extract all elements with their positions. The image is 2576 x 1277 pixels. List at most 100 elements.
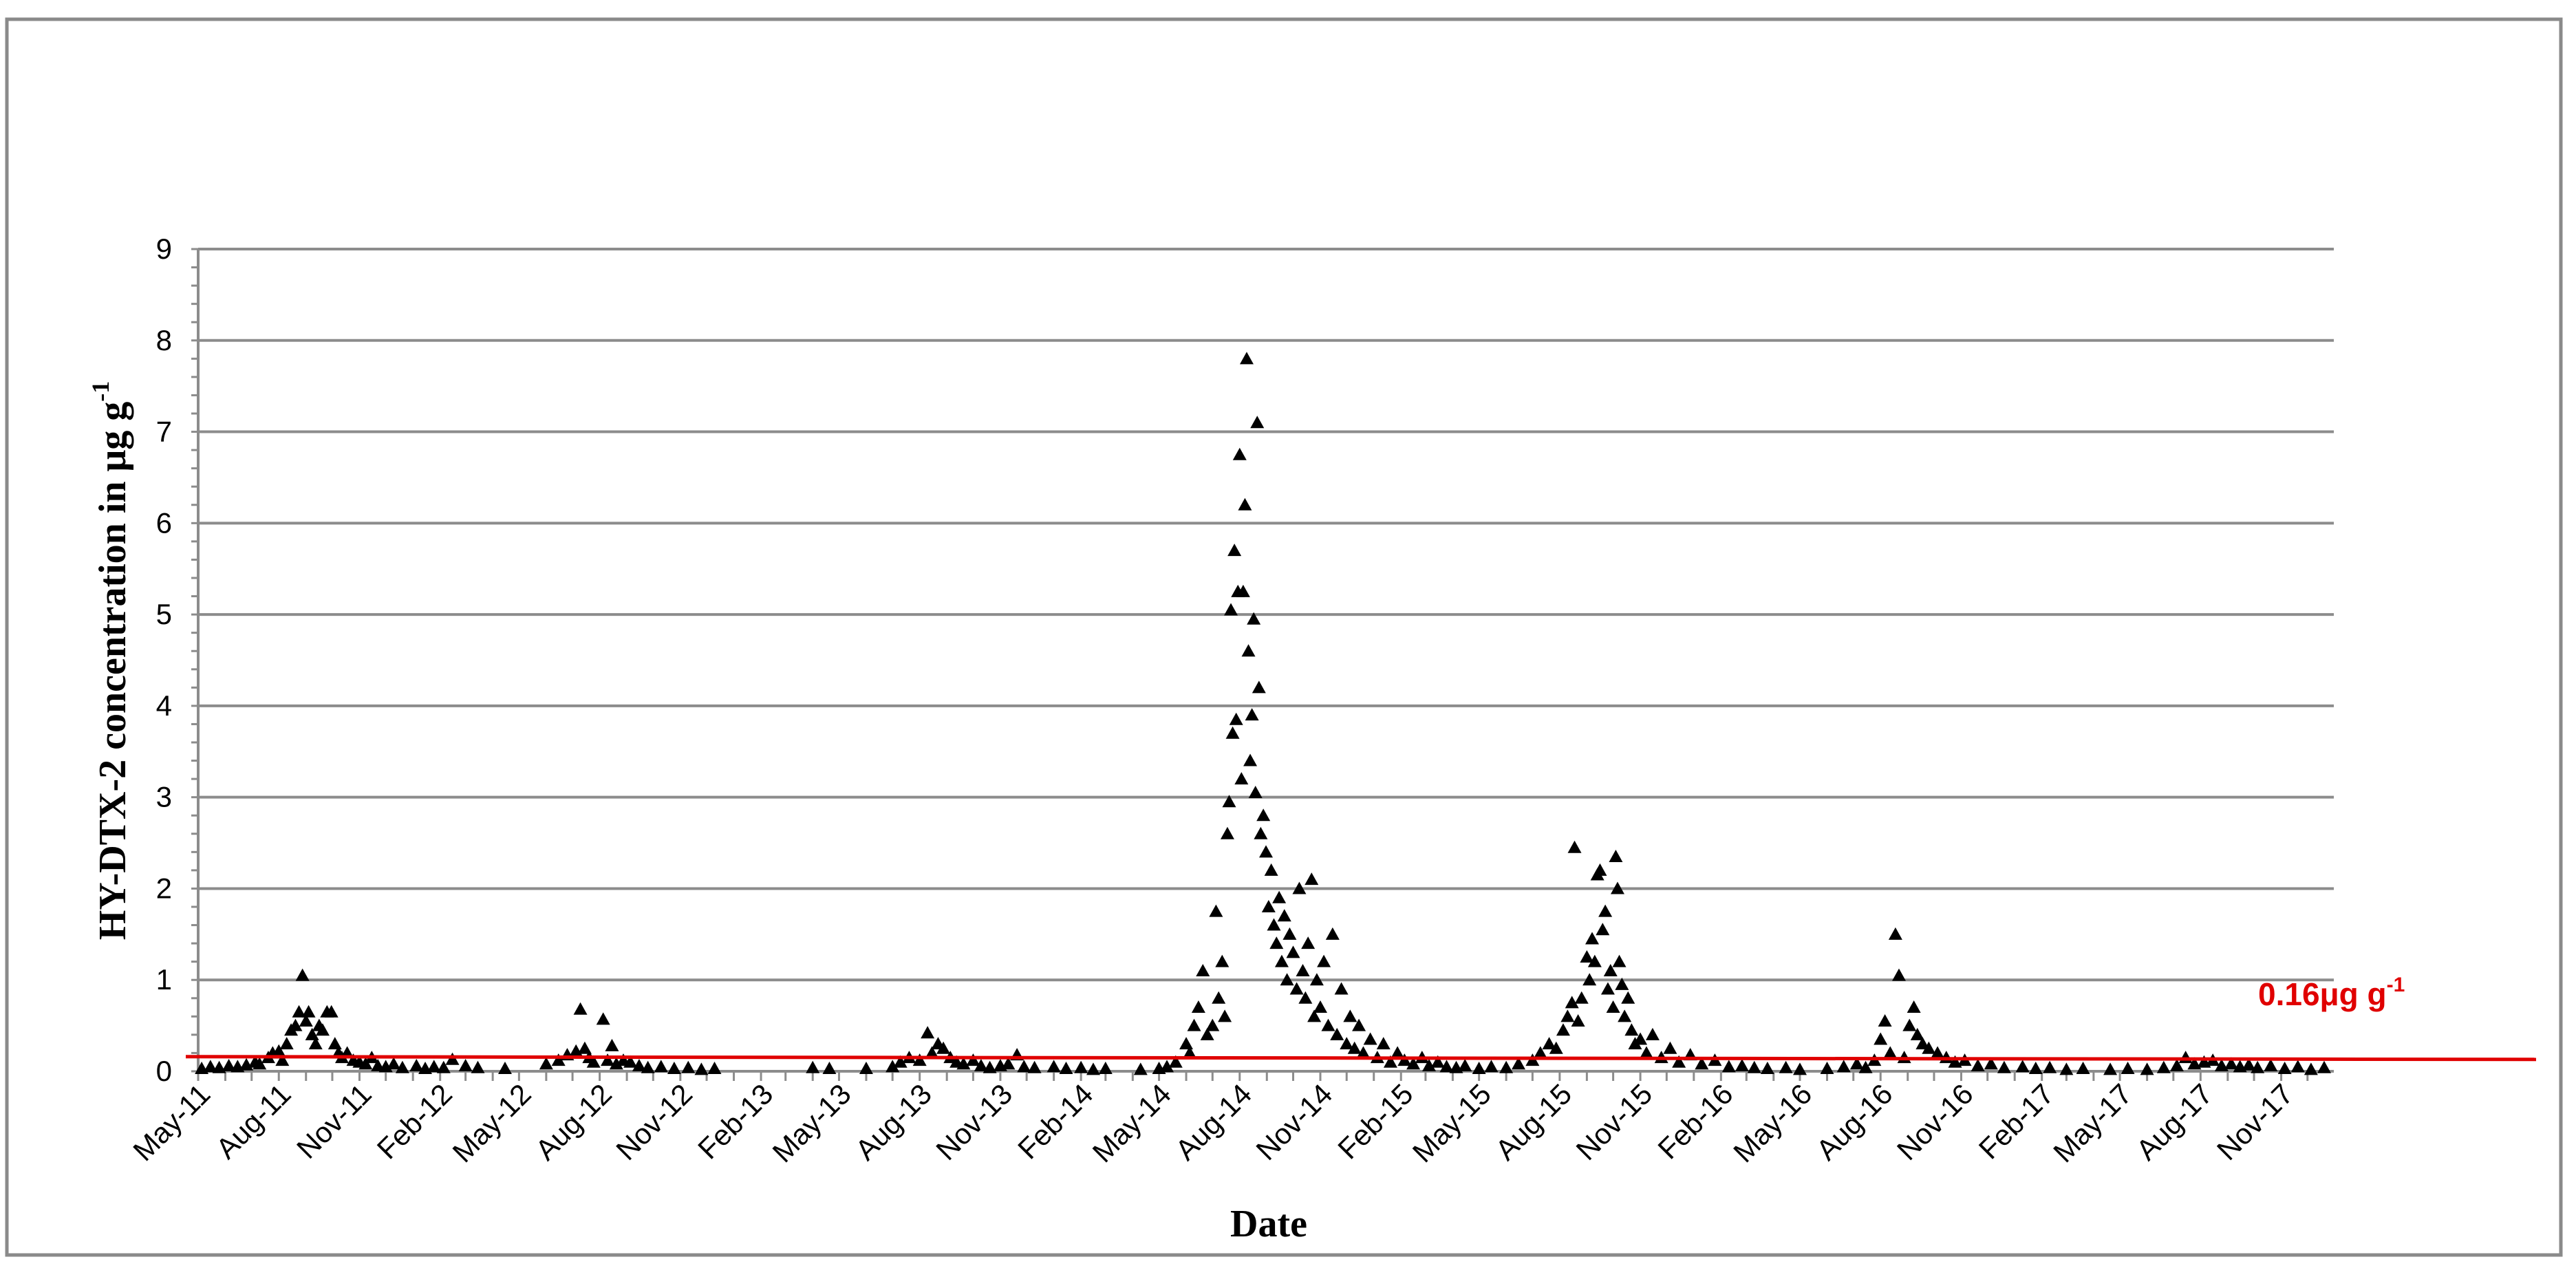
data-point	[1567, 840, 1582, 853]
data-point	[1533, 1046, 1547, 1059]
data-point	[707, 1062, 722, 1075]
y-tick-label: 1	[156, 963, 172, 996]
data-point	[1560, 1009, 1575, 1022]
data-point	[212, 1060, 226, 1073]
data-point	[1600, 982, 1615, 995]
data-point	[458, 1059, 473, 1072]
data-point	[1305, 872, 1319, 886]
data-point	[1511, 1057, 1525, 1070]
data-point	[1915, 1037, 1930, 1050]
data-point	[427, 1060, 441, 1073]
data-point	[2304, 1062, 2318, 1075]
data-point	[1309, 973, 1324, 986]
data-point	[1267, 918, 1281, 931]
data-point	[1313, 1000, 1328, 1013]
data-point	[1241, 644, 1256, 657]
data-point	[1200, 1027, 1214, 1040]
data-point	[1212, 991, 1226, 1004]
data-point	[2156, 1060, 2171, 1073]
data-point	[1603, 963, 1618, 976]
data-point	[1340, 1037, 1354, 1050]
data-point	[1672, 1055, 1686, 1068]
data-point	[1254, 826, 1268, 839]
data-point	[1587, 954, 1602, 967]
data-point	[1878, 1013, 1892, 1027]
data-point	[497, 1062, 512, 1075]
data-point	[1663, 1041, 1677, 1054]
data-point	[1301, 936, 1316, 949]
data-point	[1248, 786, 1263, 799]
data-point	[1779, 1060, 1793, 1073]
y-axis-label: HY-DTX-2 concentration in μg g-1	[87, 381, 134, 941]
data-point	[1610, 881, 1624, 894]
data-point	[1458, 1059, 1472, 1072]
data-point	[1472, 1062, 1486, 1075]
data-point	[1695, 1057, 1709, 1070]
data-point	[1556, 1023, 1570, 1036]
data-point	[299, 1013, 313, 1027]
data-point	[1615, 977, 1629, 990]
data-point	[2264, 1059, 2278, 1072]
data-point	[1227, 544, 1242, 557]
data-point	[1232, 447, 1247, 460]
data-point	[2028, 1062, 2043, 1075]
data-point	[288, 1018, 303, 1031]
data-point	[1858, 1060, 1873, 1073]
data-point	[1229, 712, 1243, 725]
data-point	[358, 1057, 373, 1070]
data-point	[1225, 726, 1240, 739]
data-point	[1352, 1018, 1366, 1031]
data-point	[2121, 1062, 2135, 1075]
data-point	[1289, 982, 1304, 995]
data-point	[1017, 1060, 1031, 1073]
data-point	[1334, 982, 1349, 995]
data-point	[1430, 1055, 1445, 1068]
data-point	[2251, 1060, 2265, 1073]
data-point	[1325, 927, 1340, 940]
data-point	[605, 1038, 619, 1051]
data-point	[1356, 1046, 1371, 1059]
data-point	[966, 1053, 980, 1066]
data-point	[387, 1057, 401, 1070]
data-point	[1218, 1009, 1232, 1022]
data-point	[694, 1062, 709, 1075]
data-point	[1220, 826, 1234, 839]
data-point	[551, 1053, 566, 1066]
data-point	[395, 1060, 409, 1073]
data-point	[1422, 1059, 1437, 1072]
data-point	[2140, 1062, 2154, 1075]
data-point	[1086, 1062, 1100, 1075]
data-point	[1735, 1059, 1749, 1072]
data-point	[1549, 1041, 1563, 1054]
data-point	[1209, 904, 1223, 917]
data-point	[1269, 936, 1284, 949]
data-point	[445, 1052, 460, 1065]
y-tick-label: 7	[156, 416, 172, 448]
data-point	[1721, 1060, 1736, 1073]
data-point	[1239, 352, 1254, 365]
data-point	[1836, 1060, 1851, 1073]
data-point	[2242, 1058, 2256, 1071]
data-point	[596, 1012, 610, 1025]
data-point	[1098, 1062, 1113, 1075]
data-point	[1609, 849, 1623, 862]
data-point	[1001, 1057, 1016, 1070]
data-point	[1292, 881, 1307, 894]
data-point	[301, 1005, 316, 1018]
y-tick-label: 0	[156, 1055, 172, 1087]
data-point	[974, 1059, 988, 1072]
data-point	[1574, 991, 1589, 1004]
data-point	[1593, 863, 1607, 876]
data-point	[1645, 1027, 1660, 1040]
chart-border	[5, 17, 2563, 1257]
data-point	[956, 1057, 971, 1070]
data-point	[1222, 795, 1236, 808]
y-tick-label: 2	[156, 872, 172, 904]
data-point	[2076, 1062, 2090, 1075]
data-point	[1376, 1037, 1391, 1050]
data-point	[1633, 1032, 1648, 1045]
y-tick-label: 6	[156, 506, 172, 539]
data-point	[222, 1059, 236, 1072]
data-point	[2317, 1060, 2331, 1073]
